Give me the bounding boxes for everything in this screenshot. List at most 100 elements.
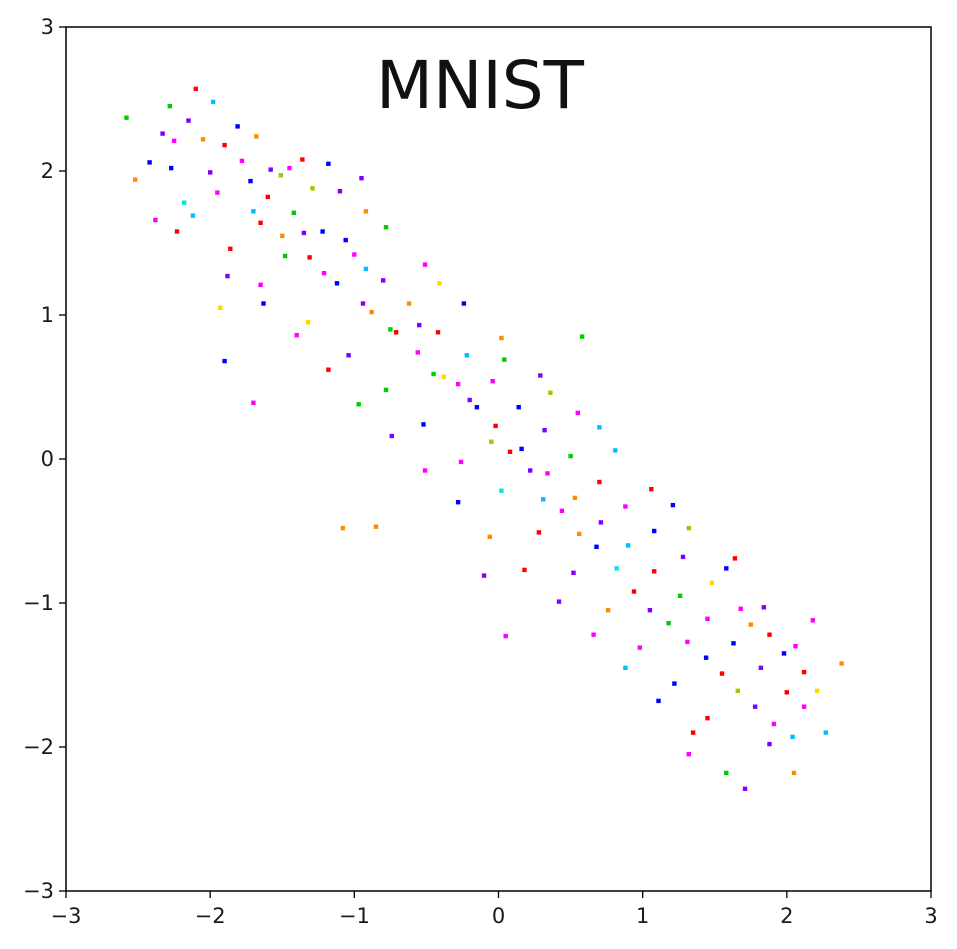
scatter-point — [579, 334, 585, 339]
scatter-point — [171, 138, 177, 143]
scatter-point — [461, 301, 467, 306]
scatter-point — [307, 255, 312, 260]
scatter-point — [474, 405, 480, 410]
scatter-point — [652, 528, 657, 534]
scatter-point — [225, 273, 230, 279]
scatter-point — [393, 330, 399, 335]
y-tick-label: 0 — [41, 447, 54, 471]
scatter-point — [265, 194, 270, 200]
scatter-point — [458, 459, 464, 465]
x-tick-label: −3 — [51, 904, 82, 928]
scatter-point — [282, 253, 288, 259]
scatter-point — [383, 387, 389, 393]
scatter-point — [251, 400, 256, 405]
scatter-point — [790, 734, 795, 740]
scatter-point — [614, 566, 619, 571]
scatter-point — [248, 178, 253, 184]
scatter-point — [656, 698, 661, 704]
scatter-point — [258, 220, 263, 225]
scatter-point — [839, 661, 844, 666]
scatter-point — [519, 446, 524, 452]
scatter-point — [801, 669, 807, 675]
scatter-point — [301, 230, 307, 236]
scatter-point — [572, 495, 578, 501]
scatter-point — [334, 281, 340, 286]
scatter-point — [326, 367, 331, 372]
scatter-point — [280, 233, 285, 238]
scatter-point — [356, 402, 361, 407]
scatter-point — [261, 301, 266, 306]
scatter-point — [502, 357, 507, 362]
scatter-point — [545, 471, 550, 476]
scatter-point — [752, 704, 758, 709]
scatter-point — [516, 405, 521, 410]
scatter-point — [346, 353, 351, 358]
ticks-layer: −3 −2 −1 0 1 2 3 −3 −2 −1 0 1 2 3 — [23, 15, 938, 928]
scatter-point — [310, 186, 315, 191]
scatter-point — [422, 262, 428, 267]
scatter-point — [340, 525, 345, 531]
scatter-point — [352, 252, 357, 257]
scatter-point — [685, 639, 690, 645]
scatter-point — [677, 593, 683, 598]
scatter-point — [649, 487, 654, 492]
scatter-point — [124, 115, 129, 120]
scatter-point — [594, 544, 599, 549]
scatter-point — [421, 422, 426, 427]
scatter-point — [731, 641, 736, 646]
scatter-point — [300, 157, 305, 162]
scatter-point — [389, 433, 394, 439]
x-tick-label: 0 — [492, 904, 505, 928]
scatter-point — [435, 330, 441, 335]
scatter-point — [326, 161, 331, 166]
scatter-point — [487, 534, 492, 539]
scatter-point — [489, 439, 494, 444]
scatter-point — [437, 281, 442, 286]
scatter-point — [239, 158, 245, 164]
scatter-point — [186, 118, 191, 123]
scatter-point — [169, 165, 174, 171]
scatter-point — [455, 381, 461, 387]
scatter-point — [738, 606, 743, 611]
scatter-point — [626, 543, 631, 548]
scatter-point — [388, 327, 393, 332]
y-tick-label: 3 — [41, 15, 54, 39]
scatter-point — [360, 301, 366, 306]
scatter-point — [337, 189, 343, 194]
scatter-point — [605, 608, 611, 613]
x-tick-label: 1 — [636, 904, 649, 928]
scatter-point — [167, 104, 172, 109]
scatter-point — [278, 173, 283, 178]
y-tick-label: 1 — [41, 303, 54, 327]
scatter-point — [541, 497, 546, 502]
y-tick-label: −3 — [23, 879, 54, 903]
scatter-point — [559, 508, 565, 513]
x-tick-label: 3 — [924, 904, 937, 928]
y-tick-label: −2 — [23, 735, 54, 759]
scatter-point — [228, 246, 233, 251]
scatter-point — [481, 573, 487, 578]
scatter-point — [735, 688, 740, 693]
scatter-point — [222, 142, 227, 148]
scatter-point — [767, 741, 772, 747]
scatter-point — [568, 453, 573, 459]
scatter-point — [538, 373, 543, 378]
scatter-point — [571, 570, 576, 575]
scatter-point — [613, 448, 618, 453]
y-tick-label: −1 — [23, 591, 54, 615]
scatter-point — [363, 266, 369, 272]
scatter-point — [200, 137, 206, 142]
scatter-point — [670, 502, 676, 508]
scatter-point — [556, 599, 562, 604]
scatter-point — [814, 688, 820, 693]
x-tick-label: −2 — [195, 904, 226, 928]
scatter-point — [623, 665, 628, 670]
scatter-point — [690, 730, 696, 735]
scatter-point — [507, 449, 513, 454]
scatter-point — [160, 131, 165, 136]
scatter-point — [623, 504, 628, 509]
scatter-point — [784, 690, 789, 695]
scatter-point — [343, 237, 348, 243]
scatter-point — [761, 605, 766, 610]
scatter-point — [383, 225, 389, 230]
